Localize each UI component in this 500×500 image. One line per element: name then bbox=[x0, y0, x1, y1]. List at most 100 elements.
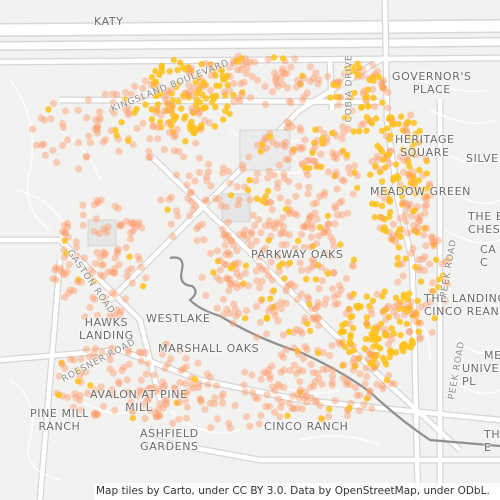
density-point bbox=[267, 198, 275, 207]
density-point bbox=[241, 55, 249, 63]
density-point bbox=[106, 390, 114, 398]
density-point bbox=[416, 216, 424, 224]
density-point bbox=[145, 384, 153, 393]
density-point bbox=[358, 104, 365, 111]
density-point bbox=[372, 115, 380, 122]
density-point bbox=[399, 127, 407, 134]
density-point bbox=[397, 331, 404, 339]
density-point bbox=[195, 154, 203, 162]
density-point bbox=[250, 58, 259, 66]
density-point bbox=[120, 363, 128, 372]
density-point bbox=[80, 254, 88, 262]
density-point bbox=[239, 89, 246, 96]
density-point bbox=[245, 153, 253, 161]
density-point bbox=[314, 80, 322, 88]
density-point bbox=[152, 78, 160, 86]
density-point bbox=[271, 408, 279, 416]
density-point bbox=[253, 195, 261, 202]
density-point bbox=[213, 274, 221, 282]
density-point bbox=[219, 390, 227, 398]
density-point bbox=[278, 80, 287, 88]
density-point bbox=[279, 65, 287, 73]
density-point bbox=[382, 132, 391, 140]
density-point bbox=[227, 280, 235, 289]
density-point bbox=[157, 123, 165, 131]
density-point bbox=[258, 277, 266, 286]
density-point bbox=[247, 230, 256, 238]
density-point bbox=[300, 93, 308, 101]
density-point bbox=[249, 388, 257, 396]
density-point bbox=[182, 414, 191, 422]
density-point bbox=[207, 71, 215, 79]
density-point bbox=[193, 96, 200, 103]
density-point bbox=[285, 399, 293, 407]
density-point bbox=[296, 259, 304, 267]
place-label-heritage-square: HERITAGE SQUARE bbox=[395, 133, 455, 159]
density-point bbox=[319, 135, 326, 142]
density-point bbox=[200, 236, 208, 244]
density-point bbox=[390, 330, 398, 337]
density-point bbox=[350, 128, 357, 135]
density-point bbox=[206, 62, 214, 70]
density-point bbox=[427, 191, 435, 199]
density-point bbox=[353, 391, 361, 399]
density-point bbox=[59, 141, 67, 149]
density-point bbox=[200, 79, 207, 86]
density-point bbox=[167, 355, 175, 363]
density-point bbox=[131, 223, 139, 232]
density-point bbox=[364, 322, 371, 330]
density-point bbox=[170, 112, 177, 120]
density-point bbox=[151, 387, 160, 395]
density-point bbox=[296, 378, 304, 386]
density-point bbox=[272, 302, 280, 310]
density-point bbox=[70, 356, 78, 364]
density-point bbox=[164, 206, 171, 213]
density-point bbox=[372, 162, 379, 170]
density-point bbox=[406, 163, 413, 170]
density-point bbox=[364, 86, 371, 93]
density-point bbox=[41, 151, 50, 159]
density-point bbox=[91, 345, 100, 353]
density-point bbox=[369, 365, 377, 373]
density-point bbox=[355, 407, 363, 415]
density-point bbox=[381, 195, 389, 203]
density-point bbox=[127, 229, 135, 237]
density-point bbox=[332, 155, 341, 163]
density-point bbox=[240, 230, 248, 238]
density-point bbox=[344, 65, 351, 72]
density-point bbox=[91, 409, 99, 417]
density-point bbox=[189, 108, 197, 116]
density-point bbox=[222, 250, 230, 258]
density-point bbox=[239, 61, 247, 69]
density-point bbox=[386, 113, 393, 121]
density-point bbox=[381, 331, 389, 339]
density-point bbox=[241, 269, 249, 277]
density-point bbox=[203, 370, 212, 378]
density-point bbox=[290, 361, 298, 369]
density-point bbox=[304, 320, 311, 327]
density-point bbox=[162, 91, 171, 99]
density-point bbox=[95, 230, 104, 238]
density-point bbox=[59, 124, 67, 132]
density-point bbox=[274, 252, 282, 260]
density-point bbox=[183, 403, 191, 411]
density-point bbox=[239, 165, 247, 173]
density-point bbox=[166, 68, 173, 75]
density-point bbox=[121, 295, 129, 303]
density-point bbox=[364, 103, 372, 110]
density-point bbox=[265, 402, 273, 410]
density-point bbox=[185, 94, 193, 101]
density-point bbox=[428, 233, 436, 241]
density-point bbox=[331, 220, 339, 228]
density-point bbox=[416, 335, 424, 343]
density-point bbox=[300, 74, 308, 82]
density-point bbox=[346, 404, 353, 412]
density-point bbox=[319, 139, 326, 147]
density-point bbox=[124, 349, 132, 357]
density-point bbox=[299, 355, 308, 363]
density-point bbox=[410, 151, 417, 158]
density-point bbox=[177, 366, 185, 375]
density-point bbox=[314, 349, 322, 357]
density-point bbox=[242, 69, 250, 77]
